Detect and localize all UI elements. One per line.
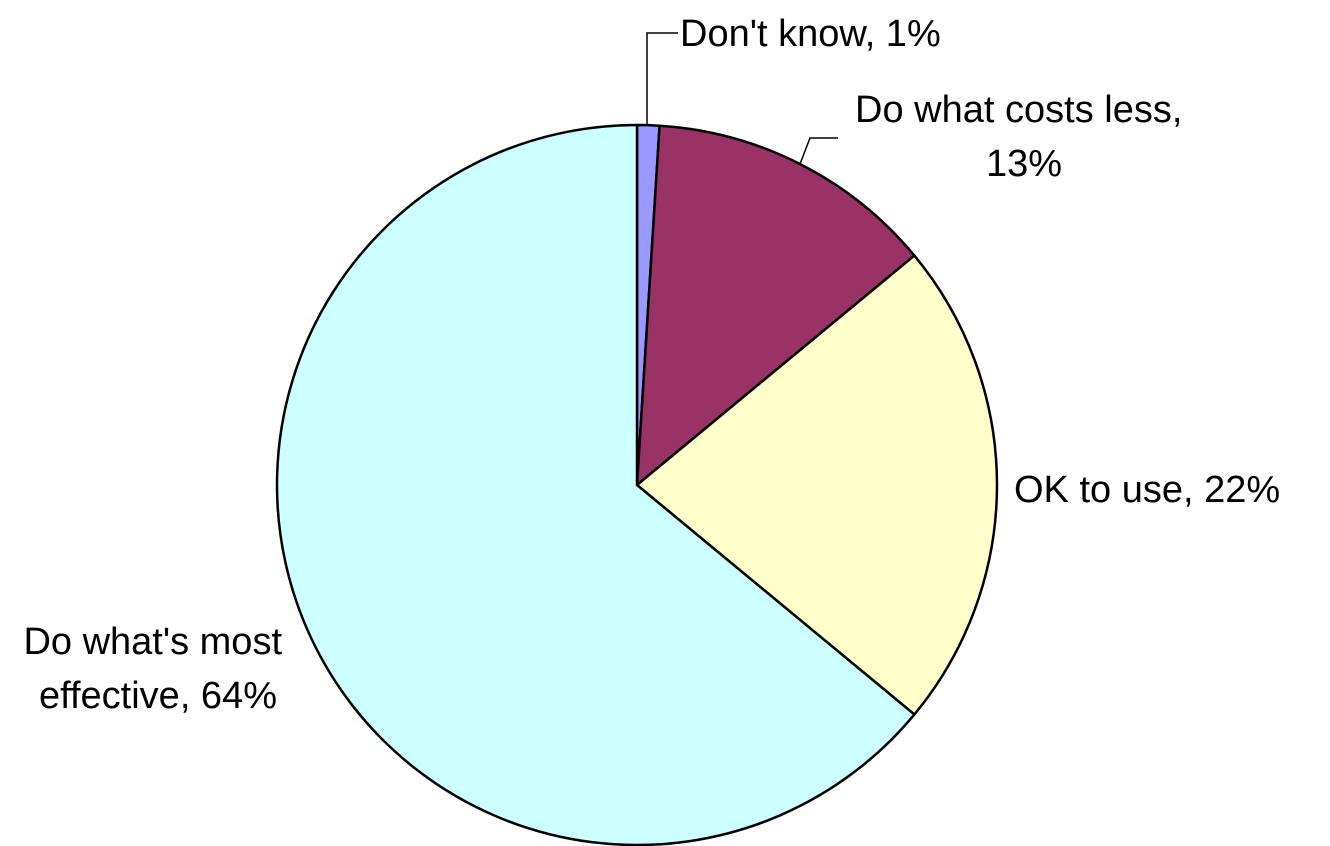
leader-lines bbox=[646, 32, 838, 165]
leader-line-dont-know bbox=[646, 32, 678, 126]
slice-label-most-effective: Do what's most effective, 64% bbox=[23, 621, 292, 717]
leader-line-costs-less bbox=[799, 137, 838, 165]
pie-slices bbox=[275, 123, 999, 846]
slice-label-dont-know: Don't know, 1% bbox=[680, 13, 941, 55]
slice-label-ok-to-use: OK to use, 22% bbox=[1014, 469, 1280, 511]
pie-slice-ok-to-use bbox=[635, 254, 999, 716]
pie-slice-do-what-s-most-effective bbox=[275, 123, 916, 846]
slice-labels: Don't know, 1% Do what costs less, 13% O… bbox=[23, 13, 1280, 717]
slice-label-costs-less: Do what costs less, 13% bbox=[855, 89, 1193, 185]
pie-slice-do-what-costs-less bbox=[635, 124, 916, 487]
